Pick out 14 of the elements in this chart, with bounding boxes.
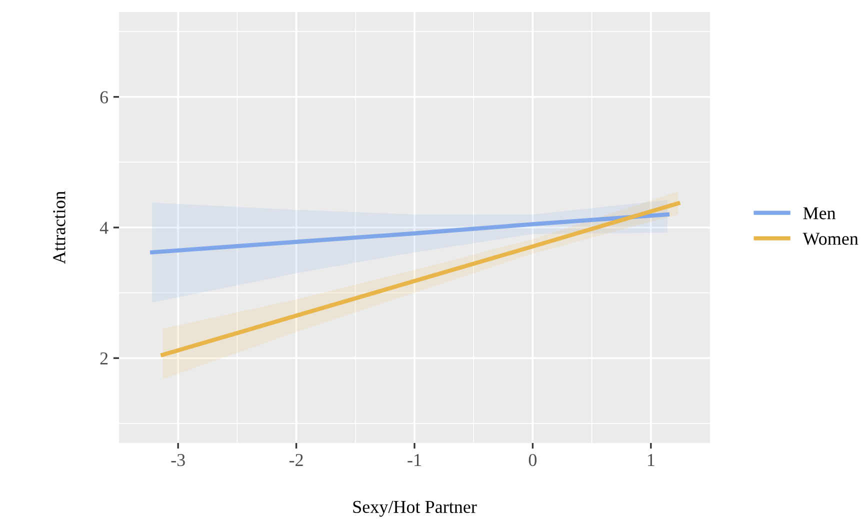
line-series <box>160 201 680 357</box>
legend-label: Men <box>803 207 836 220</box>
x-axis-title: Sexy/Hot Partner <box>353 500 477 517</box>
x-tick-label: 1 <box>648 454 654 466</box>
x-tick-label: -3 <box>171 454 185 466</box>
legend-label: Women <box>802 232 858 245</box>
y-tick-label: 2 <box>100 352 108 364</box>
y-tick-label: 4 <box>100 222 108 234</box>
y-tick-label: 6 <box>100 91 108 104</box>
y-axis-title: Attraction <box>53 191 66 264</box>
line-series <box>150 212 670 254</box>
x-tick-label: -1 <box>408 454 421 466</box>
x-tick-label: -2 <box>289 454 303 466</box>
x-tick-label: 0 <box>528 454 537 466</box>
